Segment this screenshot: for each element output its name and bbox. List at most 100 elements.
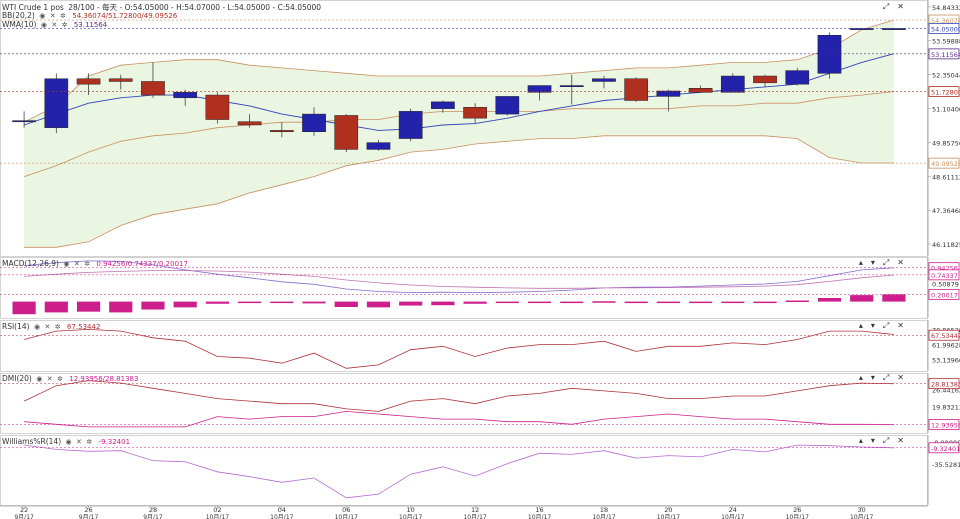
close-icon[interactable]: ✕: [897, 2, 912, 11]
wr-pane-controls[interactable]: ▴▾⤢✕: [859, 436, 912, 446]
close-icon[interactable]: ✕: [897, 373, 912, 382]
bb-values: 54.36074/51.72800/49.09526: [72, 12, 178, 20]
expand-icon[interactable]: ⤢: [882, 321, 898, 330]
eye-icon[interactable]: ◉: [39, 12, 46, 20]
rsi-tick-label: 61.99628: [932, 342, 960, 350]
move-up-icon[interactable]: ▴: [858, 436, 871, 445]
rsi-pane-controls[interactable]: ▴▾⤢✕: [859, 321, 912, 331]
main-pane-controls[interactable]: ⤢✕: [883, 2, 912, 12]
macd-signal-line: [24, 270, 894, 289]
macd-histogram-bar: [624, 301, 648, 304]
instrument-title: WTI Crude 1 pos: [2, 3, 64, 12]
time-tick-day: 02: [213, 506, 221, 514]
candle-down: [108, 78, 133, 82]
macd-histogram-bar: [238, 301, 262, 304]
gear-icon[interactable]: ✲: [54, 323, 61, 331]
macd-histogram-bar: [560, 301, 584, 304]
close-icon[interactable]: ✕: [46, 375, 53, 383]
move-up-icon[interactable]: ▴: [858, 373, 871, 382]
macd-histogram-bar: [12, 301, 36, 315]
time-tick-day: 10: [407, 506, 415, 514]
time-tick-month: 10月/17: [528, 514, 551, 519]
bollinger-band-fill: [24, 20, 894, 248]
close-icon[interactable]: ✕: [897, 258, 912, 267]
gear-icon[interactable]: ✲: [84, 260, 90, 268]
gear-icon[interactable]: ✲: [86, 438, 93, 446]
time-tick-day: 28: [149, 506, 157, 514]
macd-pane-controls[interactable]: ▴▾⤢✕: [859, 258, 912, 268]
dmi-tick-label: 26.44162: [932, 387, 960, 395]
macd-histogram-bar: [141, 301, 165, 310]
close-icon[interactable]: ✕: [897, 436, 912, 445]
move-up-icon[interactable]: ▴: [858, 258, 871, 267]
move-down-icon[interactable]: ▾: [870, 258, 883, 267]
price-marker: 54.05000: [931, 25, 960, 33]
wma-label: WMA(10): [2, 20, 37, 29]
time-tick-day: 22: [20, 506, 28, 514]
time-tick-month: 9月/17: [14, 514, 34, 519]
close-icon[interactable]: ✕: [44, 323, 51, 331]
macd-histogram-bar: [656, 301, 680, 304]
gear-icon[interactable]: ✲: [61, 21, 68, 29]
move-down-icon[interactable]: ▾: [870, 321, 883, 330]
price-marker: 51.72800: [931, 89, 960, 97]
time-tick-month: 10月/17: [399, 514, 422, 519]
expand-icon[interactable]: ⤢: [882, 258, 898, 267]
move-down-icon[interactable]: ▾: [870, 373, 883, 382]
macd-histogram-bar: [785, 300, 809, 303]
expand-icon[interactable]: ⤢: [882, 436, 898, 445]
macd-marker: 0.20017: [931, 291, 958, 299]
eye-icon[interactable]: ◉: [36, 375, 43, 383]
expand-icon[interactable]: ⤢: [882, 373, 898, 382]
macd-histogram-bar: [463, 301, 487, 304]
candle-down: [269, 130, 294, 133]
time-tick-month: 10月/17: [657, 514, 680, 519]
price-marker: 54.36074: [931, 17, 960, 25]
macd-pane-frame: [0, 257, 928, 319]
bollinger-mid-line: [23, 91, 894, 177]
williams-line: [24, 444, 894, 499]
price-tick-label: 52.35044: [932, 72, 960, 80]
move-down-icon[interactable]: ▾: [870, 436, 883, 445]
candle-down: [76, 78, 101, 85]
close-icon[interactable]: ✕: [49, 12, 56, 20]
wma-line: [23, 53, 895, 131]
rsi-legend[interactable]: RSI(14) ◉ ✕ ✲ 67.53442: [2, 322, 100, 331]
macd-histogram-bar: [270, 301, 294, 304]
bb-label: BB(20,2): [2, 11, 35, 20]
macd-histogram-bar: [205, 301, 229, 304]
time-tick-day: 16: [535, 506, 543, 514]
price-marker-box: [928, 157, 960, 169]
eye-icon[interactable]: ◉: [63, 260, 70, 268]
dmi-legend[interactable]: DMI(20) ◉ ✕ ✲ 12.93956/28.81383: [2, 374, 138, 383]
close-icon[interactable]: ✕: [73, 260, 80, 268]
candle-up: [592, 78, 616, 82]
eye-icon[interactable]: ◉: [65, 438, 72, 446]
wma-legend[interactable]: WMA(10) ◉ ✕ ✲ 53.11564: [2, 20, 107, 29]
bb-legend[interactable]: BB(20,2) ◉ ✕ ✲ 54.36074/51.72800/49.0952…: [2, 11, 177, 20]
price-tick-label: 48.61112: [932, 173, 960, 181]
close-icon[interactable]: ✕: [76, 438, 82, 446]
williams-pane-frame: [0, 435, 928, 506]
close-icon[interactable]: ✕: [51, 21, 58, 29]
macd-legend[interactable]: MACD(12,26,9) ◉ ✕ ✲ 0.94256/0.74337/0.20…: [2, 259, 188, 268]
time-tick-month: 9月/17: [143, 514, 163, 519]
wr-legend[interactable]: Williams%R(14) ◉ ✕ ✲ -9.32401: [2, 437, 130, 446]
gear-icon[interactable]: ✲: [60, 12, 66, 20]
macd-histogram-bar: [817, 298, 842, 302]
dmi-marker-box: [928, 378, 960, 390]
candle-up: [817, 35, 842, 74]
expand-icon[interactable]: ⤢: [882, 2, 898, 11]
eye-icon[interactable]: ◉: [33, 323, 41, 331]
dmi-minus-line: [24, 410, 894, 428]
eye-icon[interactable]: ◉: [40, 21, 47, 29]
close-icon[interactable]: ✕: [897, 321, 912, 330]
price-marker: 49.09526: [931, 160, 960, 168]
time-tick-month: 10月/17: [335, 514, 358, 519]
move-up-icon[interactable]: ▴: [858, 321, 871, 330]
gear-icon[interactable]: ✲: [57, 375, 63, 383]
williams-tick-label: -35.52810: [932, 461, 960, 469]
wr-label: Williams%R(14): [2, 437, 62, 446]
dmi-pane-controls[interactable]: ▴▾⤢✕: [859, 373, 912, 383]
